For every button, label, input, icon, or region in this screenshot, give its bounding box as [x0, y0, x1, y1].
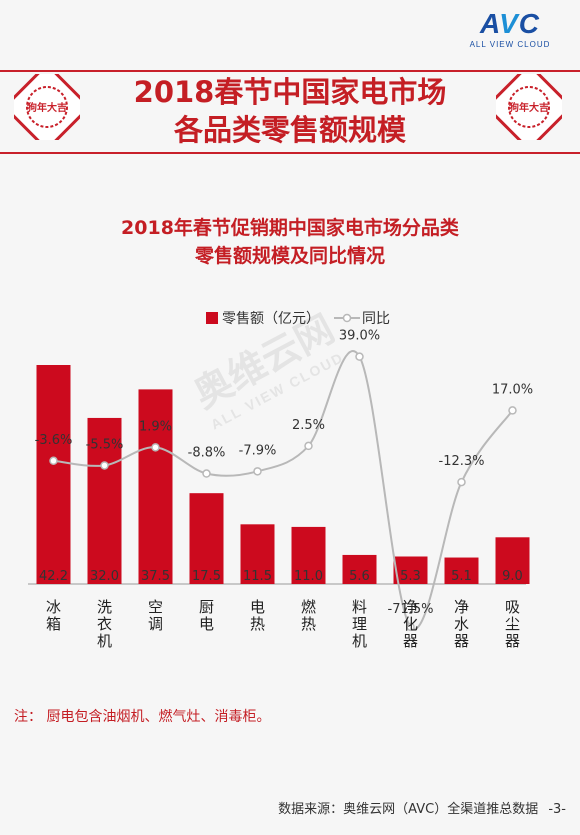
yoy-point-0: [49, 456, 58, 466]
dog-year-stamp-right: 狗年大吉: [496, 74, 562, 140]
chart-title-line2: 零售额规模及同比情况: [194, 245, 385, 267]
legend-bar-swatch: [206, 312, 218, 324]
bar-value-label-2: 37.5: [141, 569, 170, 584]
bar-7: [393, 556, 428, 584]
bar-1: [87, 417, 122, 584]
yoy-point-4: [253, 467, 262, 476]
stamp-text-right: 狗年大吉: [509, 101, 549, 114]
logo-tagline: ALL VIEW CLOUD: [469, 40, 551, 49]
yoy-label-4: -7.9%: [239, 443, 277, 458]
bar-3: [189, 493, 224, 584]
yoy-line: [53, 350, 514, 631]
bar-value-label-7: 5.3: [400, 569, 421, 584]
category-label-4: 电热: [250, 598, 265, 633]
yoy-point-1: [100, 461, 109, 470]
bar-value-label-3: 17.5: [192, 569, 221, 584]
bar-value-label-1: 32.0: [90, 569, 119, 584]
bar-value-label-5: 11.0: [294, 569, 323, 584]
avc-logo: AVC ALL VIEW CLOUD: [460, 8, 560, 58]
header-top-line: [0, 70, 580, 72]
legend-item-line: 同比: [334, 308, 390, 328]
category-label-5: 燃热: [301, 598, 316, 633]
yoy-label-3: -8.8%: [188, 446, 226, 461]
legend-line-swatch: [334, 313, 360, 323]
category-label-6: 料理机: [352, 598, 367, 650]
category-label-0: 冰箱: [46, 598, 61, 633]
page-number: -3-: [548, 802, 566, 817]
yoy-point-9: [508, 406, 517, 415]
logo-letter-v: V: [499, 8, 519, 39]
bar-value-label-0: 42.2: [39, 569, 68, 584]
yoy-label-9: 17.0%: [492, 382, 533, 397]
yoy-point-7: [406, 622, 415, 632]
logo-letter-a: A: [479, 8, 500, 39]
bar-value-label-9: 9.0: [502, 569, 523, 584]
legend-bar-label: 零售额（亿元）: [222, 311, 320, 327]
category-label-7: 净化器: [403, 598, 418, 650]
category-label-1: 洗衣机: [97, 598, 112, 650]
yoy-label-2: 1.9%: [139, 419, 172, 434]
yoy-point-6: [355, 352, 364, 361]
category-label-9: 吸尘器: [505, 598, 520, 650]
yoy-point-3: [202, 469, 211, 478]
category-label-3: 厨电: [199, 598, 214, 633]
chart-note: 注： 厨电包含油烟机、燃气灶、消毒柜。: [14, 709, 271, 725]
yoy-point-5: [304, 441, 313, 451]
bar-8: [444, 557, 479, 584]
bar-2: [138, 389, 173, 584]
stamp-text-left: 狗年大吉: [27, 101, 67, 114]
footer: 数据来源：奥维云网（AVC）全渠道推总数据 -3-: [278, 798, 566, 817]
bar-value-label-4: 11.5: [243, 569, 272, 584]
bar-5: [291, 526, 326, 584]
bar-value-label-6: 5.6: [349, 569, 370, 584]
yoy-label-7: -71.5%: [388, 602, 434, 617]
bar-6: [342, 554, 377, 584]
category-label-2: 空调: [148, 598, 163, 633]
yoy-point-2: [151, 443, 160, 452]
yoy-label-1: -5.5%: [86, 437, 124, 452]
yoy-label-0: -3.6%: [35, 433, 73, 448]
yoy-label-5: 2.5%: [292, 418, 325, 433]
page-title-line1: 2018春节中国家电市场: [133, 75, 447, 109]
legend-line-label: 同比: [362, 311, 390, 327]
bar-4: [240, 524, 275, 584]
data-source: 数据来源：奥维云网（AVC）全渠道推总数据: [278, 802, 539, 817]
logo-letter-c: C: [518, 8, 541, 39]
bar-value-label-8: 5.1: [451, 569, 472, 584]
header-bottom-line: [0, 152, 580, 154]
dog-year-stamp-left: 狗年大吉: [14, 74, 80, 140]
page-title-line2: 各品类零售额规模: [173, 113, 406, 147]
category-label-8: 净水器: [454, 598, 469, 650]
yoy-label-8: -12.3%: [439, 454, 485, 469]
yoy-point-8: [457, 477, 466, 487]
yoy-label-6: 39.0%: [339, 329, 380, 344]
legend-item-bar: 零售额（亿元）: [206, 308, 320, 328]
bar-9: [495, 537, 530, 584]
chart-title-line1: 2018年春节促销期中国家电市场分品类: [121, 217, 459, 239]
bar-0: [36, 365, 71, 584]
